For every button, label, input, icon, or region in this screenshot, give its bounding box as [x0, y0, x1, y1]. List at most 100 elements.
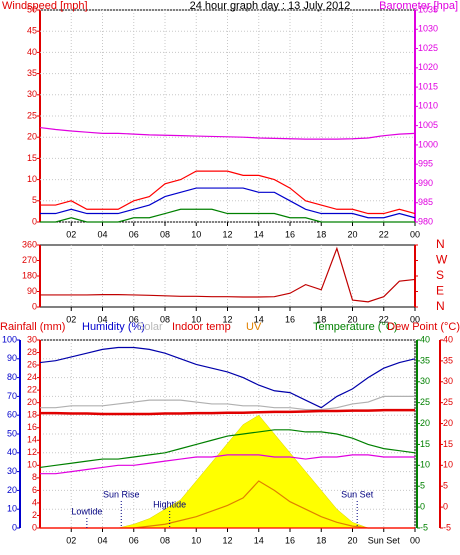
y-tick-label: -5: [420, 522, 428, 532]
y-tick-label: 40: [7, 447, 17, 457]
y-tick-label: -5: [443, 522, 451, 532]
x-tick-label: 12: [222, 314, 232, 324]
y-tick-label: 990: [418, 178, 433, 188]
y-tick-label: 90: [27, 286, 37, 296]
x-tick-label: 00: [410, 229, 420, 239]
legend-label: UV: [246, 321, 262, 333]
y-tick-label: 0: [32, 301, 37, 311]
series-line: [40, 395, 415, 411]
y-tick-label: 30: [27, 89, 37, 99]
x-tick-label: 14: [254, 229, 264, 239]
x-tick-label: 08: [160, 229, 170, 239]
y-tick-label: 22: [27, 385, 37, 395]
y-tick-label: 0: [32, 522, 37, 532]
y-tick-label: 50: [7, 428, 17, 438]
y-tick-label: W: [436, 253, 448, 267]
x-tick-label: 14: [254, 535, 264, 545]
y-tick-label: 35: [420, 355, 430, 365]
y-tick-label: 60: [7, 410, 17, 420]
y-tick-label: 5: [32, 195, 37, 205]
y-tick-label: 18: [27, 410, 37, 420]
y-tick-label: 0: [443, 501, 448, 511]
axis-label: Rainfall (mm): [0, 321, 65, 333]
x-tick-label: 10: [191, 535, 201, 545]
legend-label: Solar: [137, 321, 163, 333]
y-tick-label: 35: [27, 68, 37, 78]
y-tick-label: 25: [443, 397, 453, 407]
chart-title: 24 hour graph day : 13 July 2012: [190, 0, 351, 12]
y-tick-label: 25: [27, 110, 37, 120]
x-tick-label: 18: [316, 535, 326, 545]
y-tick-label: 995: [418, 159, 433, 169]
x-tick-label: 02: [66, 314, 76, 324]
y-tick-label: 15: [27, 153, 37, 163]
x-tick-label: 10: [191, 229, 201, 239]
y-tick-label: 90: [7, 353, 17, 363]
x-tick-label: 18: [316, 314, 326, 324]
y-tick-label: 40: [420, 334, 430, 344]
annotation: Sun Rise: [103, 489, 140, 499]
y-tick-label: 8: [32, 472, 37, 482]
y-tick-label: 15: [443, 439, 453, 449]
y-tick-label: N: [436, 299, 445, 313]
series-line: [39, 346, 416, 409]
y-tick-label: 5: [443, 481, 448, 491]
y-tick-label: 20: [27, 397, 37, 407]
y-tick-label: 30: [443, 376, 453, 386]
x-tick-label: 12: [222, 229, 232, 239]
x-tick-label: 20: [347, 229, 357, 239]
y-tick-label: 20: [443, 418, 453, 428]
series-line: [40, 454, 415, 475]
y-tick-label: 50: [27, 4, 37, 14]
y-tick-label: N: [436, 237, 445, 251]
y-tick-label: 10: [443, 460, 453, 470]
y-tick-label: 35: [443, 355, 453, 365]
x-tick-label: 00: [410, 314, 420, 324]
axis-label: Temperature (°C): [313, 321, 397, 333]
series-line: [40, 187, 416, 219]
y-tick-label: 26: [27, 359, 37, 369]
x-tick-label: 22: [379, 314, 389, 324]
x-tick-label: 06: [129, 229, 139, 239]
axis-label: Barometer [hpa]: [379, 0, 458, 12]
y-tick-label: 10: [27, 174, 37, 184]
y-tick-label: 1035: [418, 4, 438, 14]
y-tick-label: 40: [27, 47, 37, 57]
x-tick-label: 04: [97, 314, 107, 324]
y-tick-label: 25: [420, 397, 430, 407]
y-tick-label: 10: [27, 460, 37, 470]
y-tick-label: 15: [420, 439, 430, 449]
legend-label: Indoor temp: [172, 321, 231, 333]
y-tick-label: 12: [27, 447, 37, 457]
x-tick-label: 08: [160, 535, 170, 545]
y-tick-label: 24: [27, 372, 37, 382]
x-tick-label: 12: [222, 535, 232, 545]
x-tick-label: 10: [191, 314, 201, 324]
x-tick-label: 02: [66, 535, 76, 545]
x-tick-label: 16: [285, 314, 295, 324]
x-tick-label: 22: [379, 229, 389, 239]
y-tick-label: 100: [2, 334, 17, 344]
series-line: [39, 429, 416, 469]
y-tick-label: 80: [7, 372, 17, 382]
y-tick-label: 985: [418, 197, 433, 207]
series-line: [40, 208, 415, 223]
y-tick-label: 40: [443, 334, 453, 344]
y-tick-label: 1030: [418, 24, 438, 34]
y-tick-label: 20: [420, 418, 430, 428]
annotation: Lowtide: [71, 506, 102, 516]
series-line: [40, 170, 416, 215]
x-tick-label: 06: [129, 535, 139, 545]
series-line: [39, 126, 416, 140]
series-line: [40, 246, 416, 303]
x-tick-label: 18: [316, 229, 326, 239]
y-tick-label: 20: [7, 485, 17, 495]
x-tick-label: 20: [347, 314, 357, 324]
axis-label: Dew Point (°C): [387, 321, 460, 333]
series-line: [40, 408, 415, 416]
y-tick-label: 70: [7, 391, 17, 401]
y-tick-label: 16: [27, 422, 37, 432]
y-tick-label: 45: [27, 26, 37, 36]
x-tick-label: 16: [285, 229, 295, 239]
